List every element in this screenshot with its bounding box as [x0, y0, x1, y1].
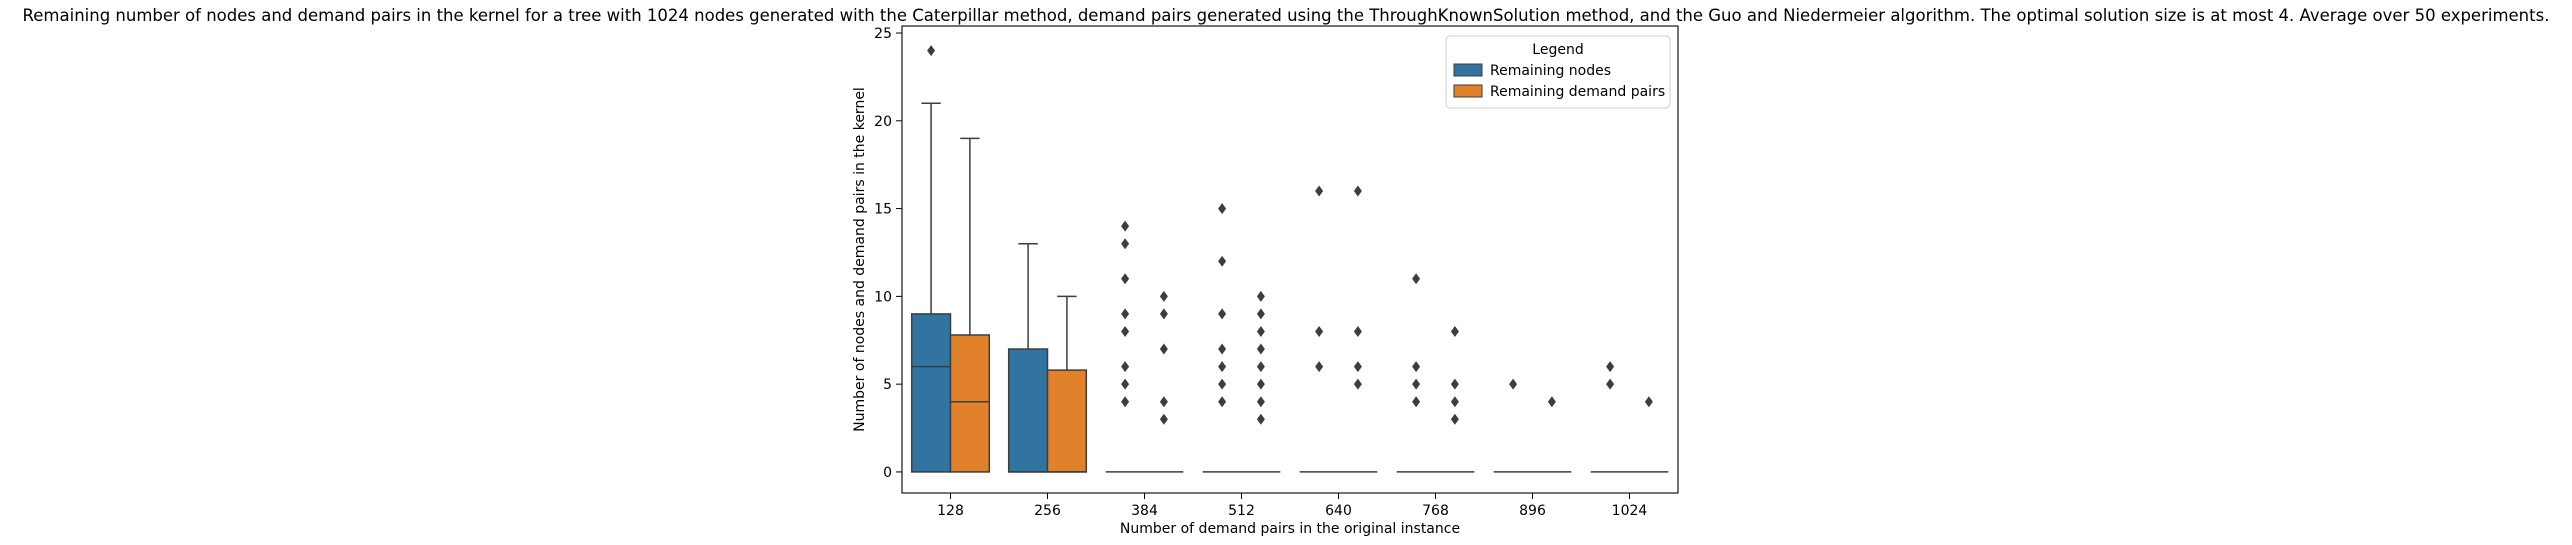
outlier-point — [1256, 325, 1265, 337]
outlier-point — [1606, 361, 1615, 373]
outlier-point — [1218, 361, 1227, 373]
boxes-layer — [910, 45, 1669, 473]
outlier-point — [1353, 361, 1362, 373]
outlier-point — [1218, 378, 1227, 390]
axes-frame — [901, 25, 1679, 494]
box-body — [1007, 348, 1049, 473]
outlier-point — [1606, 378, 1615, 390]
box-nodes-896 — [1493, 378, 1533, 473]
y-axis: 0 5 10 15 20 25 — [874, 26, 902, 481]
y-tick-label: 20 — [874, 114, 892, 130]
outlier-point — [1256, 308, 1265, 320]
outlier-point — [1218, 308, 1227, 320]
chart-title: Remaining number of nodes and demand pai… — [22, 6, 2550, 25]
outlier-point — [1121, 361, 1130, 373]
box-nodes-384 — [1105, 220, 1145, 473]
box-nodes-768 — [1396, 273, 1436, 473]
x-tick-label: 512 — [1228, 503, 1255, 519]
outlier-point — [1256, 290, 1265, 302]
box-nodes-256 — [1007, 242, 1049, 473]
outlier-point — [1159, 290, 1168, 302]
legend-swatch — [1453, 63, 1483, 77]
outlier-point — [1256, 396, 1265, 408]
outlier-point — [1218, 343, 1227, 355]
legend-entry: Remaining demand pairs — [1490, 84, 1665, 100]
box-nodes-128 — [910, 45, 952, 473]
legend-swatch — [1453, 84, 1483, 98]
x-axis-label: Number of demand pairs in the original i… — [1120, 521, 1460, 537]
box-demand-pairs-128 — [949, 137, 991, 473]
outlier-point — [1256, 361, 1265, 373]
outlier-point — [1121, 378, 1130, 390]
outlier-point — [1121, 238, 1130, 250]
outlier-point — [1218, 255, 1227, 267]
x-tick-label: 640 — [1325, 503, 1352, 519]
outlier-point — [1412, 273, 1421, 285]
x-tick-label: 128 — [937, 503, 964, 519]
plot-frame — [901, 25, 1679, 494]
x-tick-label: 1024 — [1612, 503, 1648, 519]
outlier-point — [927, 45, 936, 57]
outlier-point — [1450, 396, 1459, 408]
outlier-point — [1256, 378, 1265, 390]
legend-title: Legend — [1532, 42, 1583, 58]
outlier-point — [1159, 308, 1168, 320]
box-demand-pairs-640 — [1338, 185, 1378, 473]
box-body — [1046, 369, 1088, 473]
outlier-point — [1412, 396, 1421, 408]
x-tick-label: 768 — [1422, 503, 1449, 519]
box-nodes-1024 — [1590, 361, 1630, 473]
box-nodes-640 — [1299, 185, 1339, 473]
y-tick-label: 25 — [874, 26, 892, 42]
outlier-point — [1315, 361, 1324, 373]
outlier-point — [1644, 396, 1653, 408]
box-demand-pairs-256 — [1046, 295, 1088, 473]
outlier-point — [1121, 325, 1130, 337]
y-tick-label: 0 — [883, 465, 892, 481]
outlier-point — [1218, 396, 1227, 408]
outlier-point — [1256, 343, 1265, 355]
y-tick-label: 5 — [883, 377, 892, 393]
outlier-point — [1159, 413, 1168, 425]
y-tick-label: 15 — [874, 202, 892, 218]
y-tick-label: 10 — [874, 289, 892, 305]
x-tick-label: 896 — [1519, 503, 1546, 519]
outlier-point — [1450, 325, 1459, 337]
y-axis-label: Number of nodes and demand pairs in the … — [852, 87, 868, 432]
outlier-point — [1159, 343, 1168, 355]
box-body — [949, 334, 991, 473]
outlier-point — [1121, 396, 1130, 408]
x-tick-label: 256 — [1034, 503, 1061, 519]
legend-box — [1445, 35, 1671, 109]
outlier-point — [1412, 378, 1421, 390]
outlier-point — [1353, 185, 1362, 197]
box-demand-pairs-768 — [1435, 325, 1475, 473]
outlier-point — [1218, 203, 1227, 215]
legend-entry: Remaining nodes — [1490, 63, 1611, 79]
box-demand-pairs-896 — [1532, 396, 1572, 473]
outlier-point — [1547, 396, 1556, 408]
box-demand-pairs-1024 — [1629, 396, 1669, 473]
outlier-point — [1256, 413, 1265, 425]
x-tick-label: 384 — [1131, 503, 1158, 519]
box-demand-pairs-384 — [1144, 290, 1184, 473]
outlier-point — [1315, 325, 1324, 337]
outlier-point — [1450, 378, 1459, 390]
outlier-point — [1353, 325, 1362, 337]
outlier-point — [1353, 378, 1362, 390]
box-body — [910, 313, 952, 473]
box-nodes-512 — [1202, 203, 1242, 473]
box-demand-pairs-512 — [1241, 290, 1281, 473]
outlier-point — [1121, 273, 1130, 285]
outlier-point — [1121, 308, 1130, 320]
outlier-point — [1509, 378, 1518, 390]
outlier-point — [1121, 220, 1130, 232]
x-axis: 128 256 384 512 640 768 896 1024 — [937, 493, 1647, 519]
outlier-point — [1159, 396, 1168, 408]
outlier-point — [1315, 185, 1324, 197]
legend: Legend Remaining nodes Remaining demand pa… — [1445, 35, 1671, 109]
outlier-point — [1412, 361, 1421, 373]
outlier-point — [1450, 413, 1459, 425]
